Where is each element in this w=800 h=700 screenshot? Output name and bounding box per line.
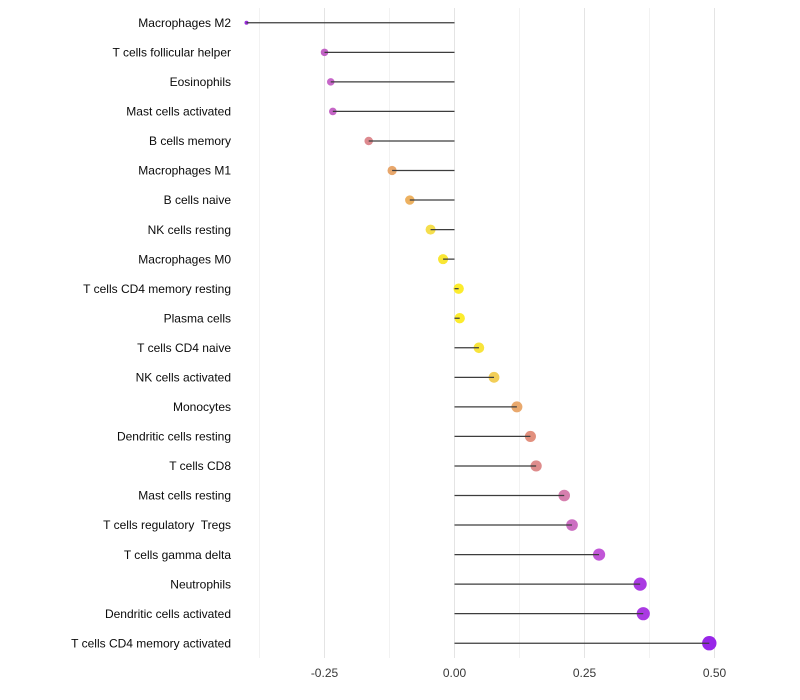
lollipop-dot [405, 195, 415, 205]
lollipop-dot [592, 548, 606, 561]
y-axis-label: Mast cells resting [138, 489, 231, 503]
y-axis-label: Neutrophils [170, 577, 231, 591]
y-axis-label: NK cells resting [148, 223, 231, 237]
y-axis-label: Macrophages M1 [138, 164, 231, 178]
x-axis-tick-label: 0.50 [703, 666, 727, 680]
x-axis-tick-label: -0.25 [311, 666, 339, 680]
y-axis-label: Eosinophils [170, 75, 231, 89]
y-axis-label: Mast cells activated [126, 105, 231, 119]
y-axis-label: B cells memory [149, 134, 231, 148]
y-axis-label: T cells CD4 memory activated [71, 636, 231, 650]
y-axis-label: T cells CD8 [169, 459, 231, 473]
y-axis-label: T cells regulatory Tregs [103, 518, 231, 532]
y-axis-label: T cells gamma delta [124, 548, 231, 562]
y-axis-label: B cells naive [164, 193, 232, 207]
y-axis-label: Macrophages M2 [138, 16, 231, 30]
y-axis-label: NK cells activated [136, 371, 231, 385]
x-axis-tick-label: 0.25 [573, 666, 597, 680]
x-axis-tick-label: 0.00 [443, 666, 467, 680]
y-axis-label: Macrophages M0 [138, 252, 231, 266]
y-axis-label: Monocytes [173, 400, 231, 414]
y-axis-label: Dendritic cells activated [105, 607, 231, 621]
y-axis-label: Plasma cells [164, 311, 231, 325]
y-axis-label: T cells CD4 memory resting [83, 282, 231, 296]
y-axis-label: Dendritic cells resting [117, 430, 231, 444]
y-axis-label: T cells CD4 naive [137, 341, 231, 355]
y-axis-label: T cells follicular helper [113, 46, 232, 60]
